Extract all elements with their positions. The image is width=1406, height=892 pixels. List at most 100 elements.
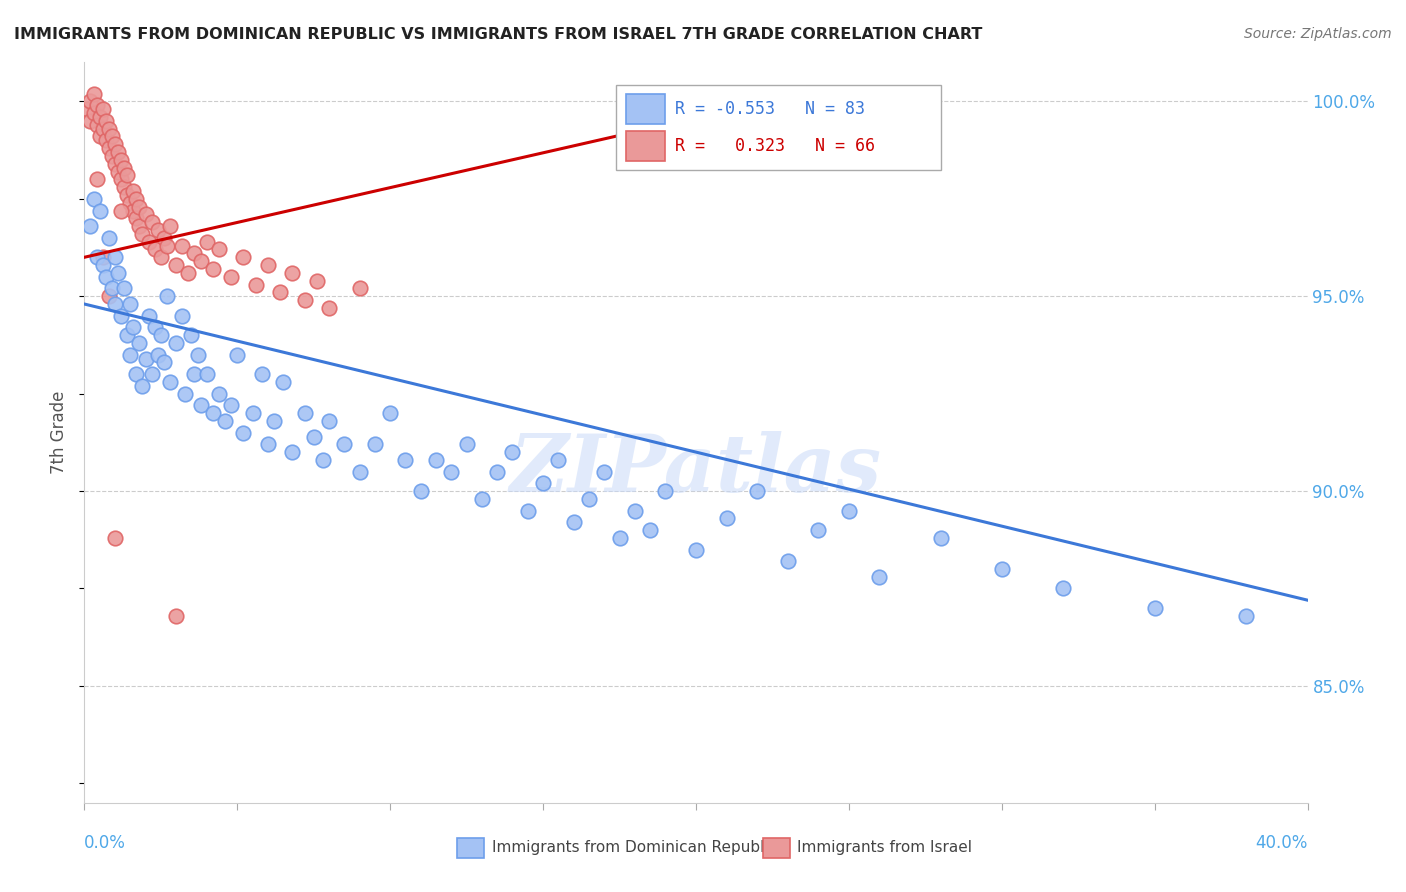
Point xyxy=(183,246,205,260)
Point xyxy=(115,169,138,183)
Text: 0.0%: 0.0% xyxy=(84,834,127,852)
Point xyxy=(269,285,291,300)
Point xyxy=(86,172,108,186)
Point xyxy=(94,269,117,284)
Point xyxy=(174,386,197,401)
Point xyxy=(232,425,254,440)
Point xyxy=(165,258,187,272)
Point xyxy=(394,453,416,467)
Point xyxy=(195,367,218,381)
Point xyxy=(135,207,157,221)
Point xyxy=(807,523,830,537)
Point xyxy=(89,110,111,124)
Point xyxy=(97,231,120,245)
Point xyxy=(638,523,661,537)
Point xyxy=(242,406,264,420)
Point xyxy=(281,266,304,280)
Point xyxy=(302,429,325,443)
Point xyxy=(79,95,101,109)
Point xyxy=(107,164,129,178)
Point xyxy=(257,258,280,272)
Point xyxy=(502,445,524,459)
Point xyxy=(149,328,172,343)
Point xyxy=(305,274,328,288)
Point xyxy=(86,250,108,264)
Point xyxy=(165,608,187,623)
Point xyxy=(685,542,707,557)
Point xyxy=(159,219,181,233)
Point xyxy=(101,149,124,163)
Point xyxy=(440,465,463,479)
Point xyxy=(120,195,142,210)
Point xyxy=(110,309,132,323)
Text: Source: ZipAtlas.com: Source: ZipAtlas.com xyxy=(1244,27,1392,41)
Point xyxy=(991,562,1014,576)
Point xyxy=(1143,601,1166,615)
Point xyxy=(104,250,127,264)
Point xyxy=(271,375,294,389)
Point xyxy=(112,180,135,194)
Point xyxy=(201,262,224,277)
Point xyxy=(79,114,101,128)
Point xyxy=(219,398,242,412)
Point xyxy=(156,289,179,303)
Point xyxy=(531,476,554,491)
Point xyxy=(219,269,242,284)
Point xyxy=(156,238,179,252)
Point xyxy=(120,348,142,362)
Point xyxy=(1052,582,1074,596)
Point xyxy=(143,243,166,257)
FancyBboxPatch shape xyxy=(457,838,484,858)
Point xyxy=(143,320,166,334)
Point xyxy=(186,348,208,362)
Point xyxy=(869,570,891,584)
Point xyxy=(232,250,254,264)
Point xyxy=(131,227,153,241)
Point xyxy=(153,355,176,369)
Point xyxy=(516,503,538,517)
Point xyxy=(226,348,249,362)
Point xyxy=(122,203,145,218)
Point xyxy=(146,348,169,362)
Point xyxy=(471,491,494,506)
Point xyxy=(135,351,157,366)
Point xyxy=(89,129,111,144)
Point xyxy=(294,406,316,420)
Point xyxy=(578,491,600,506)
Point xyxy=(97,289,120,303)
Point xyxy=(195,235,218,249)
Point xyxy=(409,484,432,499)
Point xyxy=(624,503,647,517)
Point xyxy=(120,297,142,311)
Point xyxy=(146,223,169,237)
Text: IMMIGRANTS FROM DOMINICAN REPUBLIC VS IMMIGRANTS FROM ISRAEL 7TH GRADE CORRELATI: IMMIGRANTS FROM DOMINICAN REPUBLIC VS IM… xyxy=(14,27,983,42)
FancyBboxPatch shape xyxy=(616,85,941,169)
Point xyxy=(281,445,304,459)
Point xyxy=(97,141,120,155)
Point xyxy=(263,414,285,428)
Point xyxy=(1236,608,1258,623)
Point xyxy=(128,200,150,214)
Point xyxy=(562,515,585,529)
Point xyxy=(214,414,236,428)
Text: R = -0.553   N = 83: R = -0.553 N = 83 xyxy=(675,100,865,118)
Point xyxy=(318,301,340,315)
FancyBboxPatch shape xyxy=(626,131,665,161)
Point xyxy=(138,235,160,249)
Point xyxy=(101,281,124,295)
Point xyxy=(131,379,153,393)
Point xyxy=(104,157,127,171)
Point xyxy=(112,281,135,295)
Point xyxy=(86,98,108,112)
Point xyxy=(110,203,132,218)
Point xyxy=(104,137,127,152)
Point xyxy=(547,453,569,467)
Point xyxy=(91,250,114,264)
Point xyxy=(245,277,267,292)
Point xyxy=(122,320,145,334)
Point xyxy=(122,184,145,198)
Point xyxy=(115,328,138,343)
Point xyxy=(425,453,447,467)
Point xyxy=(364,437,387,451)
Point xyxy=(190,254,212,268)
